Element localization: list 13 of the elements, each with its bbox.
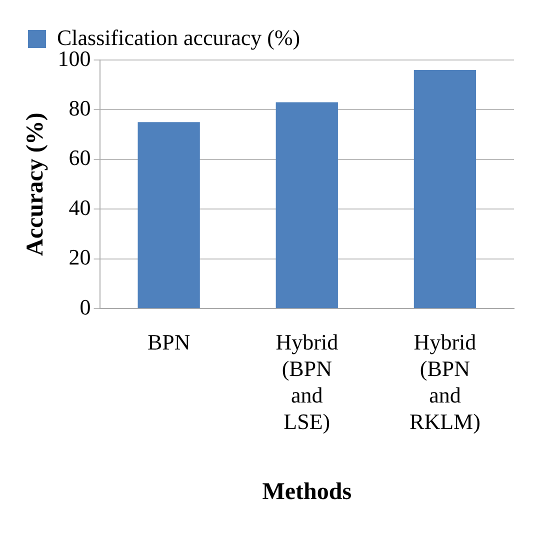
bar (138, 122, 200, 308)
bar (276, 102, 338, 308)
y-tick-label: 40 (68, 194, 91, 220)
y-tick-label: 0 (80, 294, 91, 320)
x-axis-title: Methods (262, 478, 352, 505)
x-tick-label: BPN (147, 330, 190, 355)
y-tick-label: 80 (68, 96, 91, 120)
y-axis-title: Accuracy (%) (22, 112, 49, 256)
y-tick-label: 20 (68, 244, 91, 270)
x-tick-label: Hybrid (BPN and RKLM) (410, 330, 480, 434)
y-tick-label: 60 (68, 145, 91, 170)
bar (414, 70, 476, 308)
x-tick-label: Hybrid (BPN and LSE) (276, 330, 338, 434)
